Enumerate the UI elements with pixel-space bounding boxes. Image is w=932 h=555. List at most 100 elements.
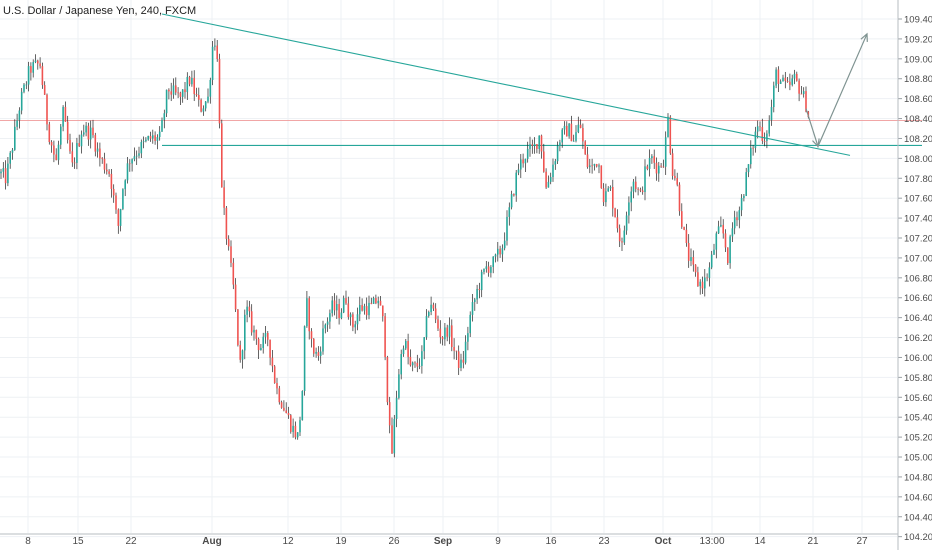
candle-up xyxy=(142,141,145,143)
candle-up xyxy=(510,194,513,208)
candle-up xyxy=(524,158,527,164)
candle-up xyxy=(483,268,485,272)
candle-up xyxy=(568,123,570,137)
candle-up xyxy=(773,85,775,108)
x-tick-label: 12 xyxy=(282,536,294,547)
candle-up xyxy=(589,165,591,168)
candle-up xyxy=(740,198,743,211)
candle-up xyxy=(538,135,540,149)
candle-up xyxy=(34,60,37,63)
candle-up xyxy=(593,164,596,166)
y-tick-label: 107.200 xyxy=(904,234,932,245)
candle-down xyxy=(375,298,377,304)
candle-down xyxy=(685,229,688,244)
candle-up xyxy=(147,135,149,140)
candle-up xyxy=(708,267,711,278)
candle-up xyxy=(690,257,692,261)
candle-up xyxy=(377,300,379,304)
candle-up xyxy=(158,131,161,138)
candle-down xyxy=(234,284,237,310)
candle-up xyxy=(733,217,736,229)
candle-down xyxy=(69,139,71,152)
candle-down xyxy=(384,316,386,358)
x-tick-label: 16 xyxy=(545,536,557,547)
candle-up xyxy=(743,195,745,199)
candle-up xyxy=(430,304,432,313)
candle-down xyxy=(736,217,738,221)
candle-up xyxy=(83,132,85,135)
candle-down xyxy=(170,91,172,95)
candle-down xyxy=(149,135,152,139)
x-tick-label: Sep xyxy=(434,536,452,547)
candle-up xyxy=(124,180,126,190)
candle-down xyxy=(614,208,616,218)
candle-down xyxy=(478,288,481,291)
candle-down xyxy=(637,188,639,190)
candle-up xyxy=(32,62,34,73)
candle-up xyxy=(186,76,189,93)
candle-up xyxy=(766,133,768,142)
candle-down xyxy=(250,311,253,333)
candle-down xyxy=(287,412,290,416)
candle-up xyxy=(490,266,492,273)
candle-down xyxy=(218,58,221,124)
candle-up xyxy=(211,46,214,80)
candle-down xyxy=(540,135,543,152)
candle-down xyxy=(513,194,515,196)
candle-up xyxy=(292,425,294,432)
candle-up xyxy=(503,240,506,249)
candle-up xyxy=(319,351,322,356)
candle-down xyxy=(570,123,573,142)
candle-up xyxy=(559,142,561,146)
candle-up xyxy=(421,351,423,366)
candle-up xyxy=(400,354,402,375)
candle-up xyxy=(754,131,757,149)
candle-down xyxy=(543,151,545,172)
candle-up xyxy=(315,351,317,354)
candle-down xyxy=(784,77,787,81)
candle-up xyxy=(342,298,345,313)
y-tick-label: 106.600 xyxy=(904,293,932,304)
candle-down xyxy=(257,338,260,351)
x-tick-label: Oct xyxy=(655,536,672,547)
y-tick-label: 109.000 xyxy=(904,54,932,65)
candle-down xyxy=(101,158,103,160)
candle-up xyxy=(775,69,777,86)
candle-down xyxy=(432,304,435,309)
candle-down xyxy=(239,345,241,360)
y-tick-label: 107.600 xyxy=(904,194,932,205)
candle-up xyxy=(138,153,140,156)
candle-up xyxy=(485,266,488,269)
candle-down xyxy=(43,85,46,95)
x-tick-label: 13:00 xyxy=(699,536,724,547)
candle-up xyxy=(349,314,352,318)
candle-up xyxy=(598,165,600,167)
y-tick-label: 106.200 xyxy=(904,333,932,344)
candle-up xyxy=(605,191,607,203)
candle-down xyxy=(414,362,416,364)
candle-down xyxy=(701,281,704,289)
candle-down xyxy=(694,264,697,273)
candle-up xyxy=(57,144,60,161)
candle-down xyxy=(248,306,251,312)
candle-up xyxy=(402,348,405,355)
candle-down xyxy=(278,388,281,403)
x-tick-label: 27 xyxy=(856,536,868,547)
candle-up xyxy=(710,254,713,268)
candle-down xyxy=(37,60,39,64)
y-tick-label: 108.600 xyxy=(904,94,932,105)
candle-up xyxy=(609,186,612,189)
candle-down xyxy=(276,383,278,389)
candle-down xyxy=(462,359,465,363)
candle-up xyxy=(464,341,467,363)
candle-down xyxy=(310,331,313,339)
y-tick-label: 108.400 xyxy=(904,114,932,125)
candle-up xyxy=(16,120,18,127)
candle-down xyxy=(777,69,780,84)
y-tick-label: 109.200 xyxy=(904,34,932,45)
candle-up xyxy=(423,337,425,352)
candle-up xyxy=(501,248,504,255)
candle-up xyxy=(623,230,626,243)
